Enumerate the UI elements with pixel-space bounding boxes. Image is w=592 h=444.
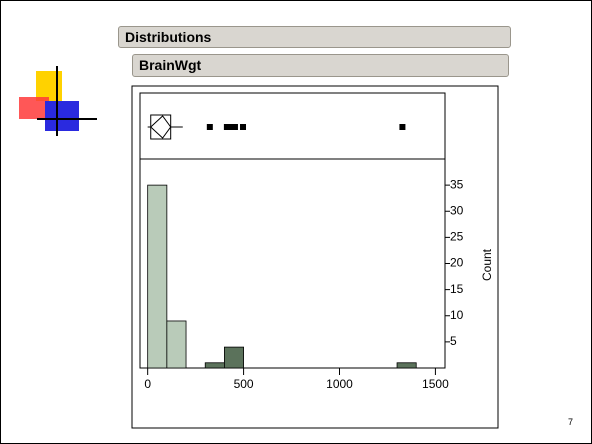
bar (205, 363, 224, 368)
decoration (1, 61, 111, 201)
outlier (240, 124, 246, 130)
x-tick-label: 0 (144, 377, 151, 391)
y-axis-label: Count (480, 248, 494, 281)
outline-header[interactable]: Distributions (118, 26, 511, 48)
variable-header[interactable]: BrainWgt (132, 54, 509, 77)
outlier (232, 124, 238, 130)
outlier (207, 124, 213, 130)
slide: Distributions BrainWgt 7 Count 5 10 15 20 25… (0, 0, 592, 444)
chart: Count 5 10 15 20 25 30 35 0 500 1000 1500 (131, 85, 501, 430)
bar (224, 347, 243, 368)
y-tick-label: 35 (450, 177, 464, 191)
page-number: 7 (568, 417, 573, 427)
bar (397, 363, 416, 368)
y-tick-label: 15 (450, 282, 464, 296)
bar (167, 321, 186, 368)
x-tick-label: 1000 (326, 377, 353, 391)
x-tick-label: 500 (234, 377, 254, 391)
y-tick-label: 20 (450, 256, 464, 270)
y-tick-label: 30 (450, 203, 464, 217)
x-tick-label: 1500 (422, 377, 449, 391)
box (151, 115, 171, 139)
y-tick-label: 10 (450, 308, 464, 322)
bar (148, 185, 167, 368)
outlier (399, 124, 405, 130)
y-tick-label: 25 (450, 230, 464, 244)
y-tick-label: 5 (450, 334, 457, 348)
